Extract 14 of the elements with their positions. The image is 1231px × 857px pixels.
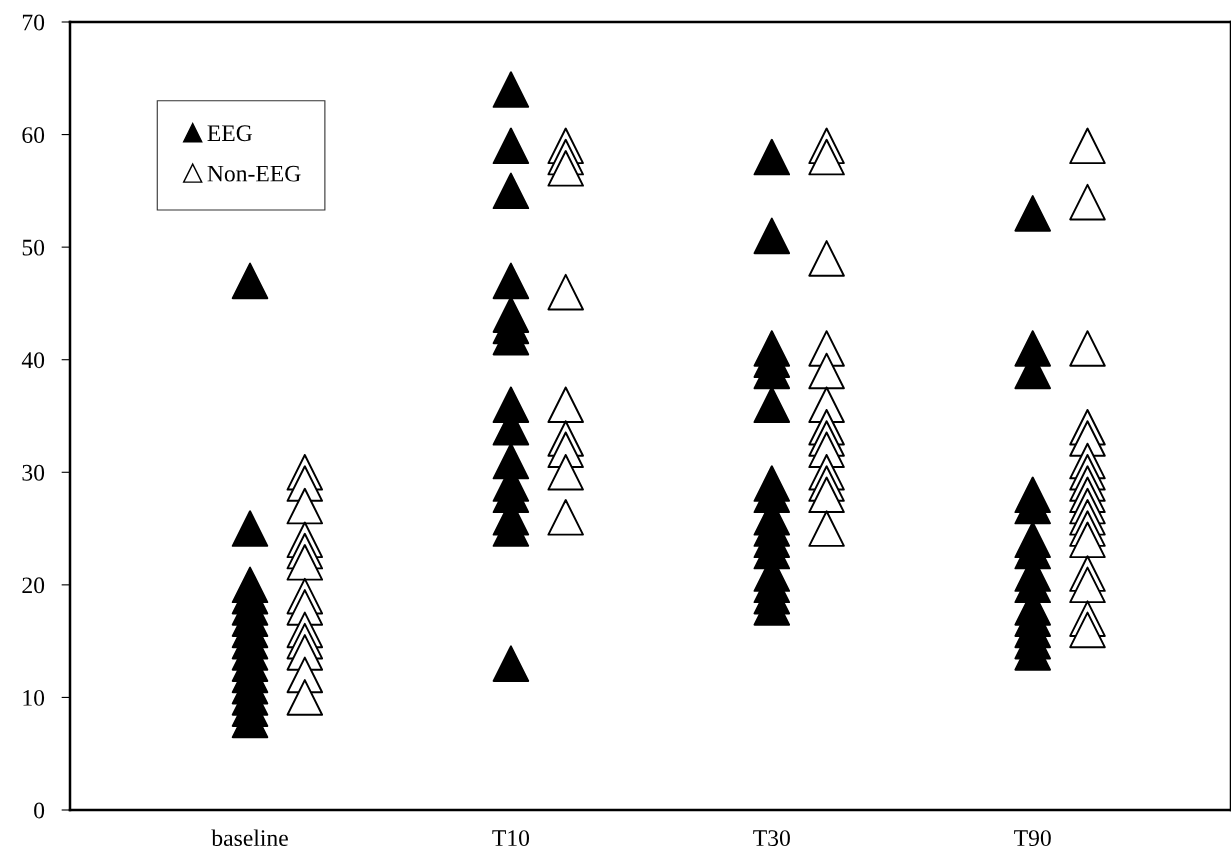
y-tick-label: 30 <box>22 464 45 481</box>
x-tick-label: T30 <box>753 830 790 847</box>
y-tick-label: 40 <box>21 352 45 369</box>
y-tick-label: 70 <box>22 14 45 31</box>
y-tick-label: 20 <box>22 577 45 594</box>
legend-label: Non-EEG <box>207 165 301 182</box>
y-tick-label: 0 <box>34 802 45 819</box>
y-tick-label: 50 <box>22 239 45 256</box>
legend-label: EEG <box>207 125 253 142</box>
y-tick-label: 60 <box>22 127 45 143</box>
x-tick-label: T10 <box>492 830 530 847</box>
x-tick-label: baseline <box>211 829 288 847</box>
x-tick-label: T90 <box>1014 830 1051 847</box>
y-tick-label: 10 <box>23 689 45 706</box>
